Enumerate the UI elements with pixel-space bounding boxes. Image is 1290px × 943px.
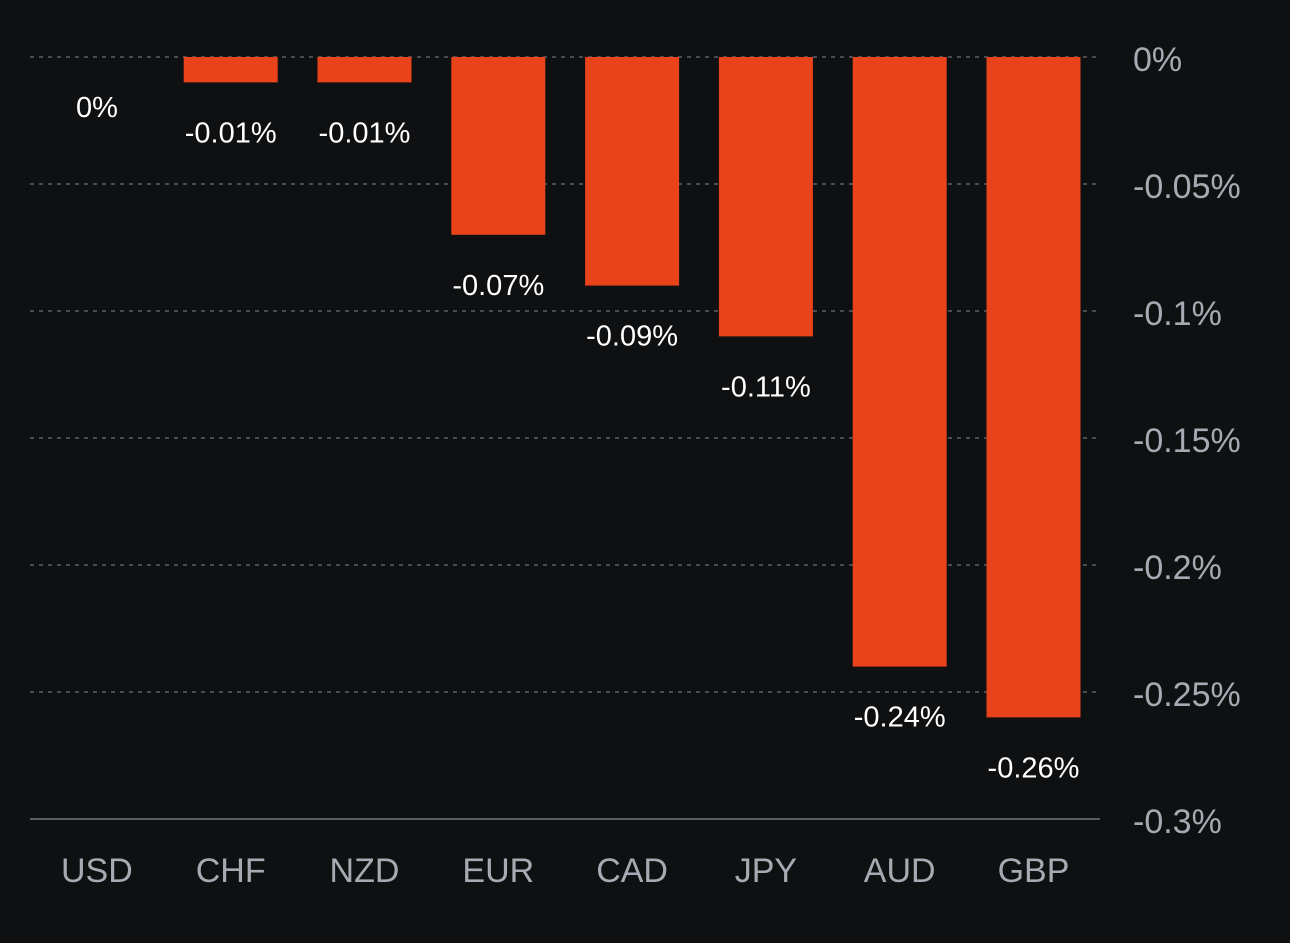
bar (585, 57, 680, 286)
y-tick-label: -0.05% (1133, 168, 1241, 206)
x-tick-label: NZD (330, 852, 400, 890)
x-tick-label: GBP (998, 852, 1070, 890)
bar (718, 57, 813, 337)
value-label: -0.01% (319, 117, 411, 149)
bar (183, 57, 278, 83)
value-label: -0.09% (586, 321, 678, 353)
bar (451, 57, 546, 235)
x-tick-label: AUD (864, 852, 936, 890)
value-label: 0% (76, 92, 118, 124)
bar (852, 57, 947, 667)
bar (986, 57, 1081, 718)
value-label: -0.01% (185, 117, 277, 149)
bars (183, 57, 1081, 718)
value-label: -0.11% (721, 371, 811, 403)
x-tick-label: EUR (462, 852, 534, 890)
x-tick-label: JPY (735, 852, 797, 890)
y-tick-label: -0.1% (1133, 295, 1222, 333)
y-tick-label: -0.25% (1133, 676, 1241, 714)
y-tick-label: -0.2% (1133, 549, 1222, 587)
value-label: -0.24% (854, 702, 946, 734)
bar (317, 57, 412, 83)
x-axis-tick-labels: USD CHF NZD EUR CAD JPY AUD GBP (61, 852, 1069, 890)
x-tick-label: CHF (196, 852, 266, 890)
y-tick-label: 0% (1133, 41, 1182, 79)
y-tick-label: -0.3% (1133, 803, 1222, 841)
y-tick-label: -0.15% (1133, 422, 1241, 460)
x-tick-label: USD (61, 852, 133, 890)
y-axis-tick-labels: 0% -0.05% -0.1% -0.15% -0.2% -0.25% -0.3% (1133, 41, 1241, 841)
value-label: -0.07% (452, 270, 544, 302)
value-labels: 0% -0.01% -0.01% -0.07% -0.09% -0.11% -0.24% -0… (76, 92, 1080, 784)
x-tick-label: CAD (596, 852, 668, 890)
value-label: -0.26% (988, 752, 1080, 784)
